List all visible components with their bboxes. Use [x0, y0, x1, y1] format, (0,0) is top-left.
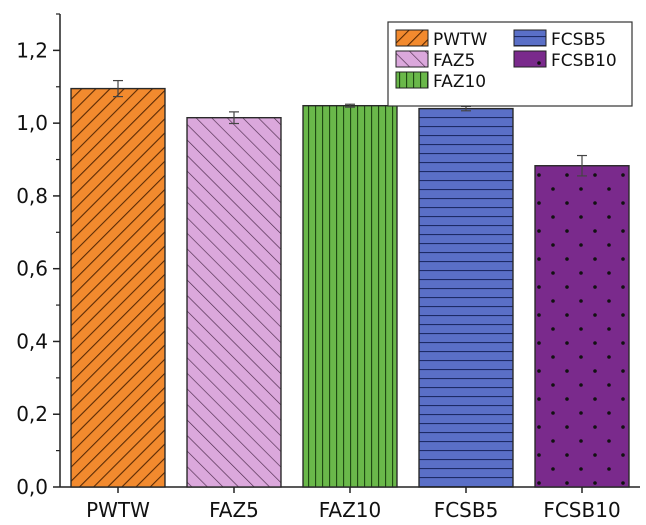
bars	[70, 87, 630, 488]
y-tick-label: 0,0	[16, 475, 48, 499]
bar-fcsb10	[534, 165, 630, 488]
bar-faz5	[186, 116, 282, 488]
x-ticks: PWTW FAZ5 FAZ10 FCSB5 FCSB10	[86, 487, 621, 522]
x-tick-label-faz5: FAZ5	[209, 498, 259, 522]
y-ticks: 0,0 0,2 0,4 0,6 0,8 1,0 1,2	[16, 13, 60, 499]
legend: PWTW FAZ5 FAZ10 FCSB5 FCSB10	[387, 21, 633, 107]
legend-label-fcsb5: FCSB5	[551, 30, 606, 50]
x-tick-label-pwtw: PWTW	[86, 498, 150, 522]
x-tick-label-faz10: FAZ10	[319, 498, 382, 522]
legend-swatch-faz10	[395, 71, 429, 89]
legend-swatch-fcsb5	[513, 29, 547, 47]
y-tick-label: 0,2	[16, 402, 48, 426]
legend-label-pwtw: PWTW	[433, 30, 487, 50]
bar-pwtw	[70, 87, 166, 488]
legend-label-fcsb10: FCSB10	[551, 51, 617, 71]
y-tick-label: 0,8	[16, 184, 48, 208]
bar-faz10	[302, 104, 398, 488]
y-tick-label: 0,6	[16, 257, 48, 281]
legend-label-faz5: FAZ5	[433, 51, 475, 71]
x-tick-label-fcsb5: FCSB5	[434, 498, 499, 522]
legend-swatch-pwtw	[395, 29, 429, 47]
bar-fcsb5	[418, 107, 514, 488]
x-tick-label-fcsb10: FCSB10	[543, 498, 620, 522]
legend-swatch-faz5	[395, 50, 429, 68]
y-tick-label: 1,0	[16, 111, 48, 135]
legend-swatch-fcsb10	[513, 50, 547, 68]
legend-label-faz10: FAZ10	[433, 72, 486, 92]
y-tick-label: 1,2	[16, 38, 48, 62]
legend-frame	[387, 21, 633, 107]
y-tick-label: 0,4	[16, 329, 48, 353]
